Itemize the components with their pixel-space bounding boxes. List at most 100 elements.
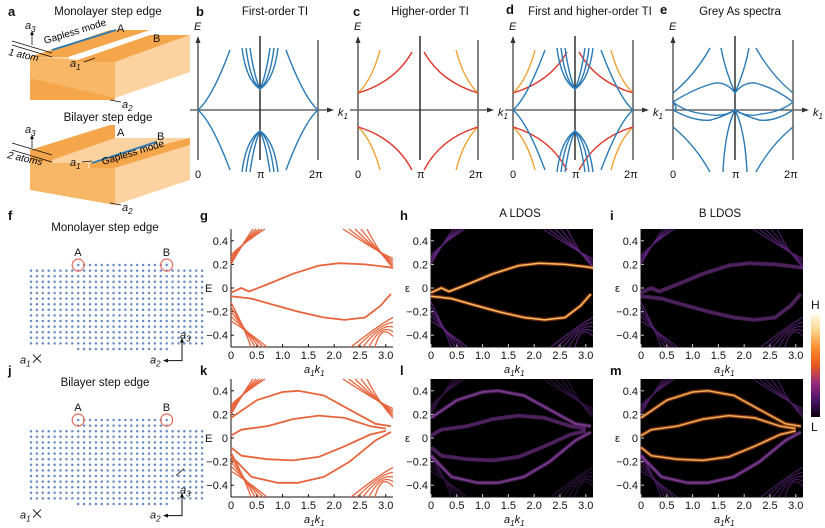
y-tick-label: −0.2 — [206, 307, 228, 319]
lattice-site — [130, 435, 133, 439]
lattice-site — [82, 280, 86, 284]
lattice-site — [47, 319, 50, 323]
lattice-site — [118, 441, 121, 444]
lattice-site — [194, 469, 198, 472]
lattice-site — [200, 429, 204, 433]
lattice-site — [159, 485, 163, 489]
lattice-site — [29, 314, 33, 317]
lattice-site — [29, 325, 33, 328]
y-tick-label: 0 — [422, 433, 428, 445]
lattice-site — [94, 286, 98, 289]
lattice-site — [194, 452, 198, 455]
band-curve — [672, 82, 794, 103]
band-curve — [610, 49, 634, 94]
lattice-site — [171, 463, 174, 467]
lattice-site — [76, 469, 80, 472]
lattice-site — [189, 319, 192, 323]
lattice-site — [183, 297, 186, 300]
lattice-site — [88, 452, 92, 455]
bulk-band-right-lower — [550, 467, 594, 498]
y-axis-label: ε — [615, 283, 620, 295]
band-curve — [357, 51, 413, 94]
bulk-band-right-lower — [368, 478, 394, 498]
lattice-site — [165, 336, 168, 340]
lattice-site — [41, 429, 45, 433]
grey-as-spectra-plot: Ek1 0 π 2π — [665, 21, 823, 181]
lattice-site — [130, 297, 133, 300]
lattice-site — [94, 291, 98, 295]
y-tick-label: −0.4 — [616, 330, 638, 342]
ldos-glow — [429, 428, 587, 463]
y-tick-label: −0.4 — [406, 330, 428, 342]
lattice-site — [59, 480, 62, 483]
lattice-site — [112, 463, 115, 467]
lattice-site — [82, 491, 86, 495]
band-curve — [722, 109, 736, 173]
bulk-band-left-upper — [430, 378, 460, 410]
lattice-site — [71, 325, 74, 328]
lattice-site — [41, 297, 45, 300]
lattice-site — [141, 342, 145, 345]
lattice-site — [29, 446, 33, 450]
lattice-site — [71, 446, 74, 450]
bulk-band-right-lower — [574, 331, 594, 348]
lattice-site — [106, 269, 109, 272]
bulk-band-right-lower — [556, 321, 594, 348]
lattice-site — [35, 480, 39, 483]
ldos-band — [430, 390, 592, 427]
lattice-site — [153, 269, 157, 272]
x-tick-label: 1.5 — [711, 500, 726, 512]
ldos-glow — [430, 413, 587, 438]
lattice-site — [112, 319, 115, 323]
a2-axis-label: a2 — [150, 510, 161, 524]
x-tick-label: 0 — [228, 500, 234, 512]
lattice-site — [159, 302, 163, 306]
lattice-site — [88, 457, 92, 461]
lattice-site — [47, 452, 50, 455]
lattice-site — [124, 347, 127, 351]
lattice-site — [29, 302, 33, 306]
x-tick-label: 2π — [784, 169, 798, 181]
lattice-site — [147, 485, 151, 489]
lattice-site — [171, 497, 174, 500]
lattice-site — [183, 485, 186, 489]
lattice-site — [118, 286, 121, 289]
bulk-band-right-upper — [566, 378, 594, 419]
lattice-site — [153, 308, 157, 312]
x-tick-label: 3.0 — [378, 350, 393, 362]
lattice-site — [183, 429, 186, 433]
lattice-site — [147, 314, 151, 317]
lattice-site — [153, 424, 157, 427]
lattice-site — [106, 336, 109, 340]
lattice-site — [147, 441, 151, 444]
lattice-site — [165, 297, 168, 300]
lattice-site — [94, 497, 98, 500]
lattice-site — [53, 308, 56, 312]
lattice-site — [118, 463, 121, 467]
lattice-site — [183, 280, 186, 284]
y-tick-label: 0.4 — [623, 386, 638, 398]
lattice-site — [65, 480, 68, 483]
lattice-site — [183, 441, 186, 444]
lattice-site — [41, 319, 45, 323]
lattice-site — [130, 418, 133, 422]
lattice-site — [200, 485, 204, 489]
lattice-site — [189, 325, 192, 328]
colorbar — [811, 314, 820, 417]
lattice-site — [47, 469, 50, 472]
lattice-site — [94, 319, 98, 323]
lattice-site — [130, 347, 133, 351]
lattice-site — [112, 469, 115, 472]
lattice-site — [135, 269, 139, 272]
ldos-band — [430, 414, 586, 437]
lattice-site — [59, 274, 62, 278]
lattice-site — [165, 263, 168, 267]
panel-label-e: e — [660, 2, 668, 17]
lattice-site — [130, 302, 133, 306]
bulk-band-right-upper — [554, 228, 594, 264]
lattice-site — [118, 491, 121, 495]
lattice-site — [88, 435, 92, 439]
lattice-site — [177, 314, 180, 317]
